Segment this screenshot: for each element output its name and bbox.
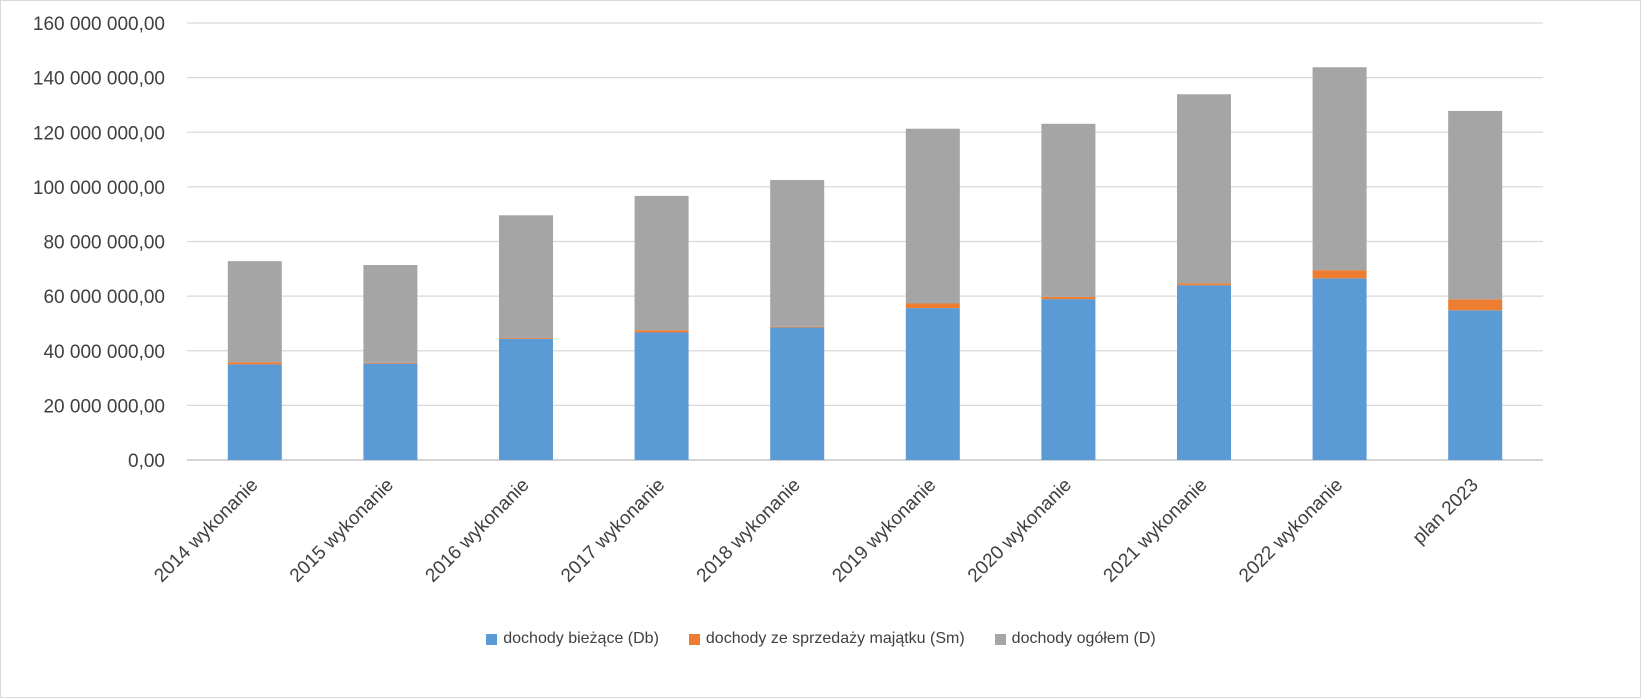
x-axis-tick-labels: 2014 wykonanie 2015 wykonanie 2016 wykonan… [150,475,1482,587]
bar-segment-db [227,364,282,460]
y-axis-tick-labels: 0,00 20 000 000,00 40 000 000,00 60 000 000… [33,14,165,472]
bar-segment-db [905,308,960,460]
bar-segment-db [770,327,825,460]
x-tick-label: 2014 wykonanie [150,475,262,587]
bar-segment-sm [227,362,282,365]
x-tick-label: 2020 wykonanie [964,475,1076,587]
y-tick-label: 40 000 000,00 [43,342,165,363]
bar-segment-d [634,195,689,331]
bar-segment-d [1177,94,1231,284]
legend-label-sm: dochody ze sprzedaży majątku (Sm) [705,630,965,647]
x-tick-label: 2021 wykonanie [1100,475,1212,587]
bar-segment-sm [1177,283,1231,286]
legend-entry-d: dochody ogółem (D) [994,630,1156,648]
legend-swatch-db [486,633,498,645]
bar-segment-db [1177,285,1231,460]
y-tick-label: 20 000 000,00 [43,396,165,417]
bar-segment-sm [499,338,553,340]
bar-segment-db [634,332,689,460]
bar-segment-sm [1041,296,1096,300]
bar-segment-d [1448,110,1503,300]
bar-segment-db [1312,278,1367,460]
legend-swatch-sm [688,633,700,645]
x-tick-label: plan 2023 [1409,475,1483,549]
bar-segment-d [499,215,553,339]
x-tick-label: 2019 wykonanie [828,475,940,587]
x-tick-label: 2017 wykonanie [557,475,669,587]
legend-entry-db: dochody bieżące (Db) [486,630,659,648]
bar-segment-sm [634,330,689,333]
bar-segment-sm [1312,270,1367,279]
bars [227,67,1503,460]
y-tick-label: 100 000 000,00 [33,178,165,199]
bar-segment-sm [905,303,960,309]
bar-segment-d [770,180,825,327]
y-tick-label: 80 000 000,00 [43,233,165,254]
bar-segment-d [363,264,418,363]
legend-swatch-d [994,633,1006,645]
bar-segment-db [499,339,553,460]
legend-label-d: dochody ogółem (D) [1011,630,1156,647]
x-tick-label: 2022 wykonanie [1235,475,1347,587]
bar-segment-db [1448,310,1503,460]
x-tick-label: 2015 wykonanie [286,475,398,587]
bar-segment-d [1041,123,1096,297]
legend: dochody bieżące (Db) dochody ze sprzedaż… [0,630,1642,648]
y-tick-label: 160 000 000,00 [33,14,165,35]
y-tick-label: 60 000 000,00 [43,287,165,308]
x-tick-label: 2018 wykonanie [693,475,805,587]
bar-segment-d [227,261,282,363]
bar-segment-db [1041,299,1096,460]
bar-segment-d [1312,67,1367,271]
y-tick-label: 120 000 000,00 [33,123,165,144]
bar-segment-sm [1448,299,1503,311]
y-tick-label: 140 000 000,00 [33,69,165,90]
legend-label-db: dochody bieżące (Db) [503,630,659,647]
bar-segment-sm [363,362,418,364]
x-tick-label: 2016 wykonanie [422,475,534,587]
bar-segment-sm [770,326,825,328]
bar-segment-db [363,363,418,460]
legend-entry-sm: dochody ze sprzedaży majątku (Sm) [688,630,965,648]
y-tick-label: 0,00 [128,451,165,472]
bar-segment-d [905,128,960,304]
